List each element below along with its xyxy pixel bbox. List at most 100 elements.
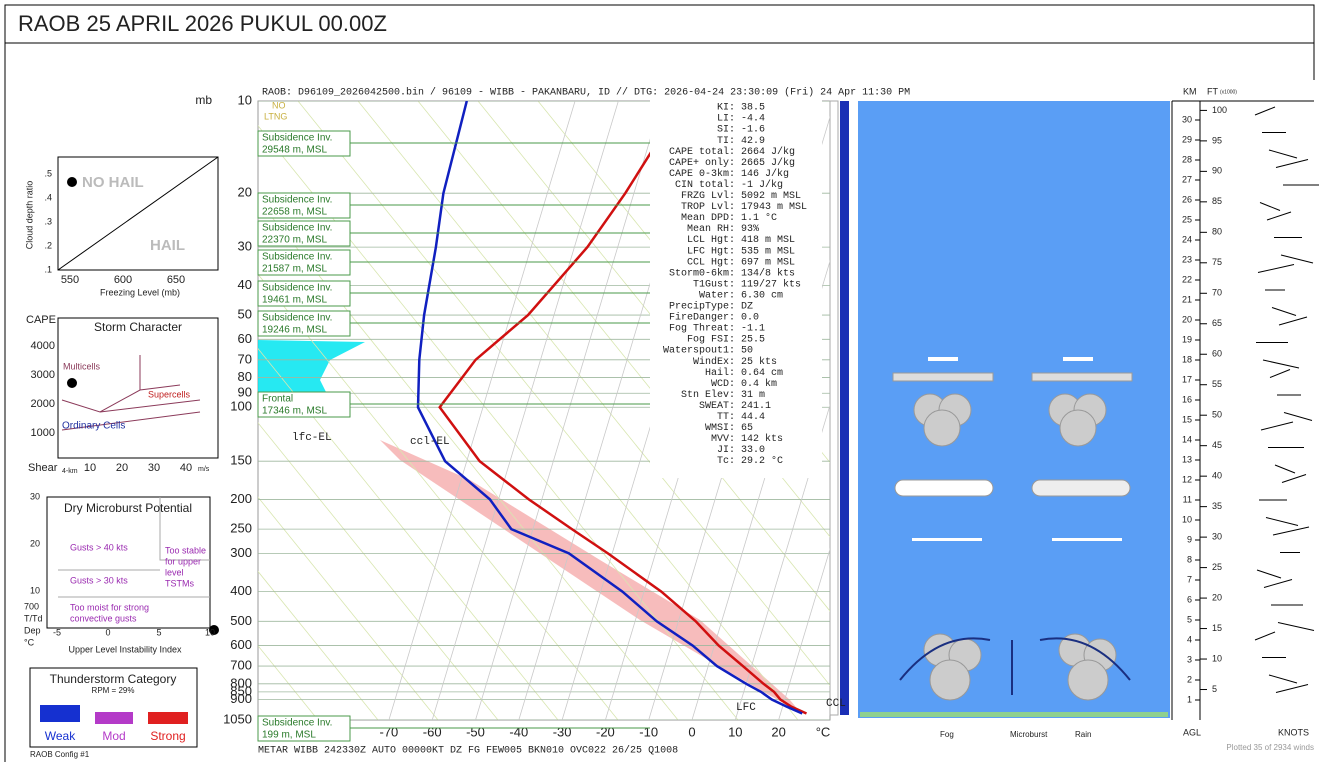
index-value: 31 m bbox=[741, 390, 765, 401]
km-tick-label: 12 bbox=[1182, 474, 1192, 484]
index-label: KI: bbox=[717, 103, 735, 114]
ft-tick-label: 5 bbox=[1212, 684, 1217, 694]
index-value: DZ bbox=[741, 302, 753, 313]
hail-point bbox=[67, 177, 77, 187]
microburst-zone: for upper bbox=[165, 556, 201, 566]
storm-point bbox=[67, 378, 77, 388]
inversion-label: 21587 m, MSL bbox=[262, 264, 327, 275]
storm-x-unit: m/s bbox=[198, 466, 210, 473]
km-tick-label: 18 bbox=[1182, 354, 1192, 364]
ft-tick-label: 40 bbox=[1212, 471, 1222, 481]
index-value: 0.64 cm bbox=[741, 368, 783, 379]
index-label: CAPE+ only: bbox=[669, 157, 735, 169]
pressure-unit: mb bbox=[195, 93, 212, 107]
pressure-label: 600 bbox=[230, 637, 252, 652]
index-value: 0.4 km bbox=[741, 378, 777, 390]
km-tick-label: 8 bbox=[1187, 554, 1192, 564]
hail-y-tick: .4 bbox=[44, 192, 52, 202]
index-value: 0.0 bbox=[741, 313, 759, 324]
index-label: LCL Hgt: bbox=[687, 235, 735, 246]
pressure-label: 1050 bbox=[223, 711, 252, 726]
wind-barb bbox=[1279, 317, 1307, 325]
index-label: Tc: bbox=[717, 456, 735, 467]
inversion-label: 19246 m, MSL bbox=[262, 325, 327, 336]
index-label: Waterspout1: bbox=[663, 346, 735, 357]
pressure-label: 700 bbox=[230, 658, 252, 673]
storm-x-tick: 10 bbox=[84, 462, 96, 474]
page-title: RAOB 25 APRIL 2026 PUKUL 00.00Z bbox=[18, 11, 387, 36]
temp-label: -20 bbox=[596, 724, 615, 739]
microburst-y-tick: 30 bbox=[30, 491, 40, 501]
pressure-label: 250 bbox=[230, 521, 252, 536]
microburst-x-label: Upper Level Instability Index bbox=[68, 644, 182, 654]
wind-barb bbox=[1267, 212, 1291, 220]
inversion-label: Subsidence Inv. bbox=[262, 133, 332, 144]
ft-label: FT bbox=[1207, 86, 1218, 96]
microburst-zone: Too stable bbox=[165, 545, 206, 555]
km-tick-label: 16 bbox=[1182, 394, 1192, 404]
index-value: -4.4 bbox=[741, 114, 765, 125]
microburst-y-label: T/Td bbox=[24, 613, 43, 623]
hail-y-label: Cloud depth ratio bbox=[24, 181, 34, 250]
inversion-label: 29548 m, MSL bbox=[262, 145, 327, 156]
hail-x-tick: 600 bbox=[114, 274, 132, 286]
hail-text: HAIL bbox=[150, 237, 185, 254]
inversion-label: Subsidence Inv. bbox=[262, 195, 332, 206]
ft-tick-label: 85 bbox=[1212, 196, 1222, 206]
km-tick-label: 26 bbox=[1182, 194, 1192, 204]
inversion-label: Frontal bbox=[262, 394, 293, 405]
ft-tick-label: 90 bbox=[1212, 166, 1222, 176]
annotation: CCL bbox=[826, 698, 846, 710]
knots-label: KNOTS bbox=[1278, 727, 1309, 737]
index-value: 42.9 bbox=[741, 136, 765, 147]
annotation: ccl-EL bbox=[410, 436, 450, 448]
index-label: CAPE 0-3km: bbox=[669, 168, 735, 180]
temp-label: -70 bbox=[380, 724, 399, 739]
index-label: Fog FSI: bbox=[687, 335, 735, 346]
index-label: TT: bbox=[717, 412, 735, 423]
microburst-x-tick: 0 bbox=[105, 627, 110, 637]
pressure-label: 150 bbox=[230, 453, 252, 468]
index-label: FireDanger: bbox=[669, 312, 735, 324]
km-tick-label: 2 bbox=[1187, 674, 1192, 684]
pressure-label: 300 bbox=[230, 545, 252, 560]
index-value: 241.1 bbox=[741, 401, 771, 412]
index-label: Storm0-6km: bbox=[669, 267, 735, 279]
microburst-title: Dry Microburst Potential bbox=[64, 501, 192, 515]
plotted-label: Plotted 35 of 2934 winds bbox=[1226, 743, 1314, 752]
pressure-label: 30 bbox=[238, 239, 252, 254]
pressure-label: 500 bbox=[230, 613, 252, 628]
km-tick-label: 1 bbox=[1187, 694, 1192, 704]
index-label: Mean DPD: bbox=[681, 213, 735, 224]
weak-label: Weak bbox=[45, 729, 76, 743]
cloud-panel bbox=[858, 101, 1170, 718]
index-value: 38.5 bbox=[741, 103, 765, 114]
wind-barb bbox=[1281, 255, 1313, 263]
wind-barb bbox=[1264, 580, 1292, 588]
km-tick-label: 20 bbox=[1182, 314, 1192, 324]
km-tick-label: 28 bbox=[1182, 154, 1192, 164]
index-value: 25.5 bbox=[741, 335, 765, 346]
index-label: CCL Hgt: bbox=[687, 257, 735, 268]
temp-label: 10 bbox=[728, 724, 742, 739]
inversion-label: Subsidence Inv. bbox=[262, 252, 332, 263]
wind-barb bbox=[1276, 160, 1308, 168]
inversion-label: 22370 m, MSL bbox=[262, 235, 327, 246]
hail-x-label: Freezing Level (mb) bbox=[100, 287, 180, 297]
raob-screenshot: RAOB 25 APRIL 2026 PUKUL 00.00Z 10203040… bbox=[0, 0, 1324, 762]
ordinary-cells: Ordinary Cells bbox=[62, 421, 125, 432]
microburst-zone: convective gusts bbox=[70, 613, 137, 623]
index-label: TROP Lvl: bbox=[681, 201, 735, 213]
mod-swatch bbox=[95, 712, 133, 724]
config-label: RAOB Config #1 bbox=[30, 750, 90, 759]
temp-label: -10 bbox=[639, 724, 658, 739]
km-tick-label: 4 bbox=[1187, 634, 1192, 644]
pressure-label: 90 bbox=[238, 385, 252, 400]
index-value: 1.1 °C bbox=[741, 212, 777, 224]
index-value: 5092 m MSL bbox=[741, 191, 801, 202]
annotation: LFC bbox=[736, 702, 756, 714]
inversion-label: Subsidence Inv. bbox=[262, 718, 332, 729]
km-tick-label: 9 bbox=[1187, 534, 1192, 544]
wind-barb bbox=[1276, 685, 1308, 693]
ft-tick-label: 10 bbox=[1212, 653, 1222, 663]
